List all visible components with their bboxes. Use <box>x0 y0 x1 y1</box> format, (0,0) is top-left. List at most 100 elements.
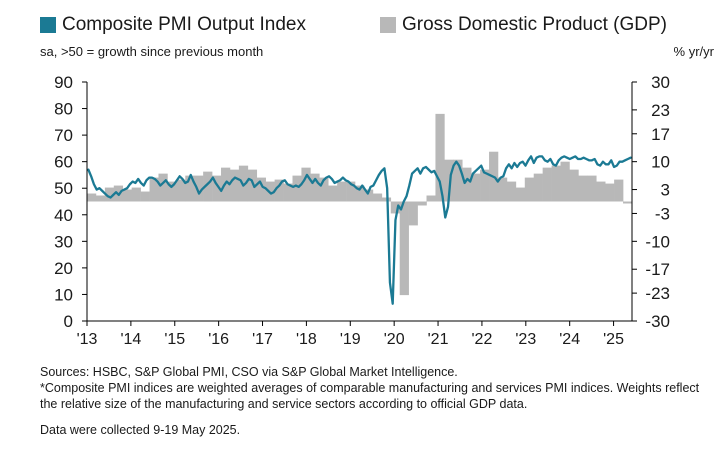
legend-label-pmi: Composite PMI Output Index <box>62 14 306 35</box>
gdp-bar <box>623 201 633 204</box>
chart-axes: 0 10 20 30 40 50 60 70 80 90 -30 -23 -17 -10 -3 3 10 17 23… <box>54 73 670 348</box>
pmi-line-group <box>87 155 632 305</box>
gdp-bar <box>435 113 445 202</box>
right-tick-label: 23 <box>651 101 670 120</box>
x-tick-label: '16 <box>208 331 229 348</box>
gdp-bar <box>247 169 258 202</box>
gdp-bar <box>131 187 141 202</box>
left-tick-label: 90 <box>54 73 73 92</box>
gdp-bar <box>346 181 356 202</box>
gdp-bar <box>533 173 543 202</box>
gdp-bar <box>149 177 159 202</box>
gdp-bar <box>203 171 213 202</box>
left-tick-label: 30 <box>54 232 73 251</box>
left-tick-label: 50 <box>54 179 73 198</box>
gdp-bar <box>551 165 561 202</box>
gdp-bar <box>542 167 552 202</box>
gdp-bar <box>453 159 463 202</box>
gdp-bar <box>87 193 97 202</box>
x-tick-label: '18 <box>296 331 317 348</box>
gdp-bar <box>524 177 535 202</box>
x-tick-label: '13 <box>77 331 98 348</box>
x-tick-label: '24 <box>559 331 580 348</box>
gdp-bar <box>95 195 106 202</box>
legend-swatch-pmi <box>40 17 56 33</box>
gdp-bar <box>104 187 115 202</box>
sources-note: Sources: HSBC, S&P Global PMI, CSO via S… <box>40 365 458 379</box>
chart-legend: Composite PMI Output Index Gross Domesti… <box>40 14 720 40</box>
gdp-bar <box>274 179 284 202</box>
gdp-bar <box>301 167 311 202</box>
left-tick-label: 70 <box>54 126 73 145</box>
gdp-bar <box>158 173 168 202</box>
right-tick-label: -30 <box>645 312 670 331</box>
footnotes: Sources: HSBC, S&P Global PMI, CSO via S… <box>40 364 700 438</box>
gdp-bar <box>426 195 436 202</box>
gdp-bar <box>292 175 302 202</box>
gdp-bar <box>605 183 615 202</box>
gdp-bar <box>578 175 588 202</box>
gdp-bar <box>185 175 195 202</box>
gdp-bar <box>310 173 320 202</box>
left-tick-label: 40 <box>54 206 73 225</box>
gdp-bar <box>176 179 186 202</box>
legend-item-gdp: Gross Domestic Product (GDP) <box>380 14 667 36</box>
x-tick-label: '25 <box>603 331 624 348</box>
gdp-bar <box>444 159 454 202</box>
legend-swatch-gdp <box>380 17 396 33</box>
gdp-bar <box>355 185 365 202</box>
gdp-bar <box>596 181 606 202</box>
gdp-bar <box>363 189 374 202</box>
right-tick-label: 30 <box>651 73 670 92</box>
right-tick-label: -23 <box>645 284 670 303</box>
gdp-bar <box>408 201 418 226</box>
gdp-bar <box>283 183 293 202</box>
gdp-bar <box>462 167 472 202</box>
gdp-bar <box>337 181 347 202</box>
gdp-bar <box>372 193 383 202</box>
x-tick-label: '23 <box>515 331 536 348</box>
x-tick-label: '17 <box>252 331 273 348</box>
gdp-bar <box>587 175 597 202</box>
left-axis-subtitle: sa, >50 = growth since previous month <box>40 44 264 59</box>
right-tick-label: -10 <box>645 232 670 251</box>
gdp-bar <box>480 169 490 202</box>
left-tick-label: 0 <box>64 312 73 331</box>
right-tick-label: 10 <box>651 153 670 172</box>
gdp-bar <box>569 169 579 202</box>
gdp-bar <box>328 185 338 202</box>
methodology-note: *Composite PMI indices are weighted aver… <box>40 381 700 411</box>
pmi-gdp-chart: 0 10 20 30 40 50 60 70 80 90 -30 -23 -17 -10 -3 3 10 17 23… <box>54 73 670 348</box>
collection-note: Data were collected 9-19 May 2025. <box>40 423 241 437</box>
x-tick-label: '14 <box>120 331 141 348</box>
x-tick-label: '22 <box>471 331 492 348</box>
pmi-line <box>87 155 632 305</box>
gdp-bars <box>87 113 633 296</box>
right-tick-label: -3 <box>655 204 670 223</box>
right-tick-label: 17 <box>651 125 670 144</box>
gdp-bar <box>140 191 150 202</box>
gdp-bar <box>417 201 427 206</box>
gdp-bar <box>256 177 266 202</box>
x-tick-label: '19 <box>340 331 361 348</box>
gdp-bar <box>471 173 481 202</box>
gdp-bar <box>167 181 177 202</box>
x-tick-label: '15 <box>164 331 185 348</box>
x-tick-label: '20 <box>384 331 405 348</box>
gdp-bar <box>319 177 329 202</box>
gdp-bar <box>229 169 240 202</box>
gdp-bar <box>497 177 508 202</box>
gdp-bar <box>515 187 526 202</box>
gdp-bar <box>560 161 570 202</box>
right-tick-label: -17 <box>645 260 670 279</box>
gdp-bar <box>194 175 204 202</box>
gdp-bar <box>614 179 624 202</box>
legend-item-pmi: Composite PMI Output Index <box>40 14 306 36</box>
left-tick-label: 80 <box>54 100 73 119</box>
gdp-bar <box>506 181 517 202</box>
legend-label-gdp: Gross Domestic Product (GDP) <box>402 14 667 35</box>
x-tick-label: '21 <box>428 331 449 348</box>
gdp-bar <box>122 189 132 202</box>
gdp-bar <box>390 201 400 214</box>
gdp-bar <box>212 175 222 202</box>
